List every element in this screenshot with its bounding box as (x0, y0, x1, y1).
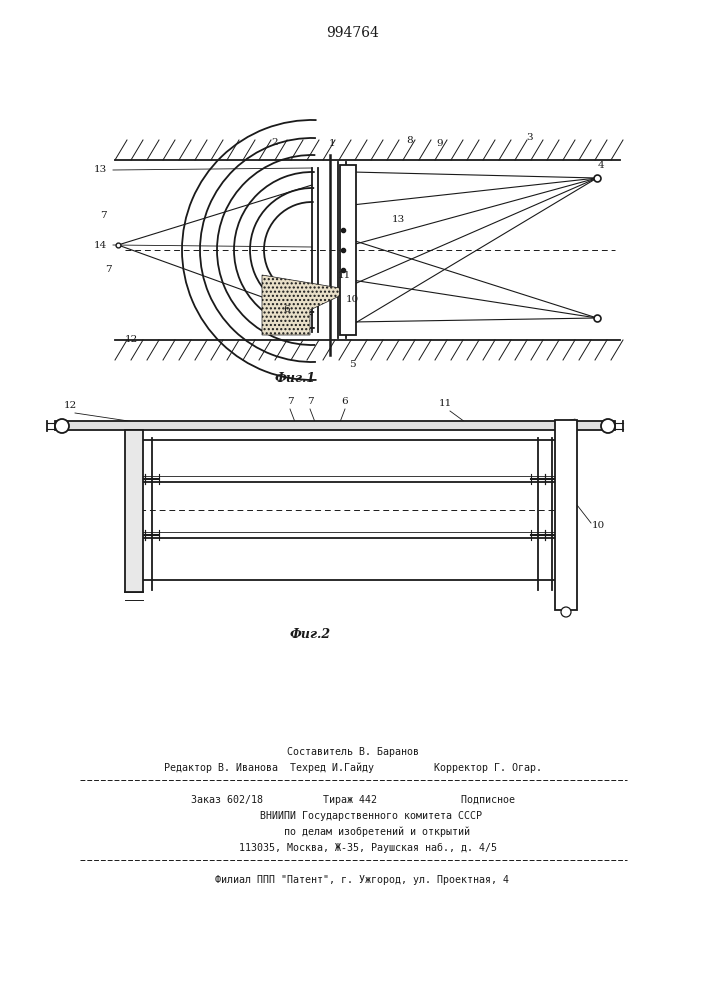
Text: 2: 2 (271, 138, 279, 147)
Bar (55, 421, 615, 430)
Text: 13: 13 (94, 165, 107, 174)
Bar (130, 440, 560, 580)
Text: 11: 11 (438, 399, 452, 408)
Text: Заказ 602/18          Тираж 442              Подписное: Заказ 602/18 Тираж 442 Подписное (191, 795, 515, 805)
Text: 3: 3 (527, 133, 533, 142)
Text: 11: 11 (338, 270, 351, 279)
Text: 9: 9 (437, 139, 443, 148)
Circle shape (561, 607, 571, 617)
Bar (340, 165, 356, 335)
Text: 14: 14 (94, 240, 107, 249)
Text: 7: 7 (100, 211, 107, 220)
Text: Редактор В. Иванова  Техред И.Гайду          Корректор Г. Огар.: Редактор В. Иванова Техред И.Гайду Корре… (164, 763, 542, 773)
Polygon shape (262, 275, 352, 335)
Text: 7: 7 (105, 265, 112, 274)
Text: Филиал ППП "Патент", г. Ужгород, ул. Проектная, 4: Филиал ППП "Патент", г. Ужгород, ул. Про… (197, 875, 509, 885)
Circle shape (55, 419, 69, 433)
Text: 6: 6 (341, 397, 349, 406)
Text: 10: 10 (346, 296, 358, 304)
Text: 1: 1 (329, 139, 335, 148)
Text: 7: 7 (286, 397, 293, 406)
Text: по делам изобретений и открытий: по делам изобретений и открытий (236, 827, 470, 837)
Bar (125, 430, 143, 592)
Text: Составитель В. Баранов: Составитель В. Баранов (287, 747, 419, 757)
Circle shape (601, 419, 615, 433)
Text: ВНИИПИ Государственного комитета СССР: ВНИИПИ Государственного комитета СССР (224, 811, 482, 821)
Bar (555, 420, 577, 610)
Text: 10: 10 (592, 520, 605, 530)
Text: 8: 8 (407, 136, 414, 145)
Text: 4: 4 (598, 160, 604, 169)
Text: 13: 13 (392, 216, 405, 225)
Text: Фиг.1: Фиг.1 (274, 371, 315, 384)
Text: 113035, Москва, Ж-35, Раушская наб., д. 4/5: 113035, Москва, Ж-35, Раушская наб., д. … (209, 843, 497, 853)
Text: 5: 5 (349, 360, 356, 369)
Text: 6: 6 (284, 306, 291, 314)
Text: 12: 12 (125, 335, 139, 344)
Text: 994764: 994764 (327, 26, 380, 40)
Text: Фиг.2: Фиг.2 (289, 629, 331, 642)
Text: 12: 12 (64, 401, 76, 410)
Text: 7: 7 (307, 397, 313, 406)
